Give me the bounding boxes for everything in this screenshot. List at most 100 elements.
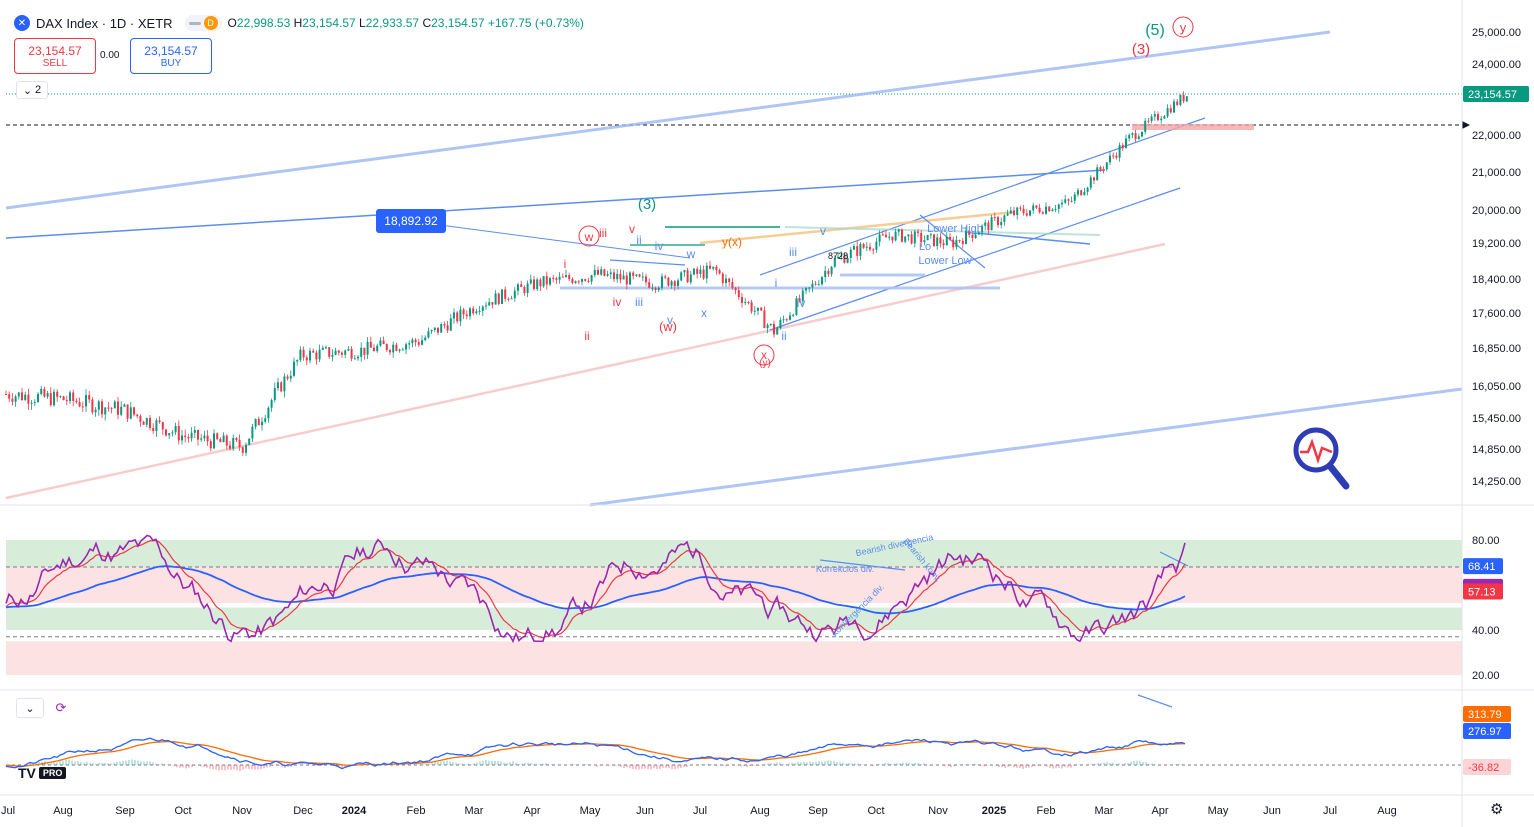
candle-body	[651, 287, 654, 289]
candle-body	[1099, 167, 1102, 170]
rsi-line	[5, 534, 1186, 644]
candle-body	[56, 391, 59, 397]
candle-body	[862, 244, 865, 248]
candle-body	[1109, 155, 1111, 163]
candle-body	[53, 391, 55, 406]
candle-body	[1070, 200, 1073, 202]
candle-body	[869, 246, 871, 250]
candle-body	[49, 393, 52, 406]
candle-body	[849, 249, 852, 258]
candle-body	[549, 277, 551, 285]
candle-body	[654, 287, 657, 290]
candle-body	[712, 266, 715, 269]
candle-body	[753, 310, 756, 312]
symbol-title[interactable]: DAX Index · 1D · XETR	[36, 15, 173, 31]
candle-body	[94, 409, 97, 413]
channel-upper	[759, 117, 1206, 276]
candle-body	[926, 235, 929, 241]
candle-body	[462, 309, 465, 315]
time-tick-label: Nov	[928, 805, 948, 817]
candle-body	[1163, 116, 1166, 119]
price-tick-label: 21,000.00	[1472, 167, 1521, 179]
candle-body	[24, 394, 27, 400]
wave-label: x	[701, 306, 707, 320]
price-tick-label: 17,600.00	[1472, 308, 1521, 320]
candle-body	[209, 441, 212, 449]
buy-button[interactable]: 23,154.57 BUY	[130, 38, 212, 74]
candle-body	[296, 360, 299, 362]
candle-body	[929, 234, 932, 236]
candle-body	[693, 268, 695, 275]
candle-body	[152, 427, 155, 432]
candle-body	[1041, 212, 1044, 214]
candle-body	[510, 298, 513, 300]
candle-body	[347, 348, 350, 351]
candle-body	[1121, 145, 1124, 149]
refresh-icon[interactable]: ⟳	[55, 700, 67, 715]
divergence-line	[1159, 551, 1189, 567]
candle-body	[971, 234, 974, 239]
candle-body	[213, 433, 215, 449]
candle-body	[910, 234, 913, 244]
time-tick-label: Aug	[750, 805, 770, 817]
candle-body	[725, 278, 727, 284]
x-icon[interactable]: ✕	[14, 15, 30, 31]
candle-body	[1025, 213, 1028, 216]
candle-body	[923, 240, 926, 243]
candle-body	[936, 237, 939, 247]
candle-body	[942, 243, 945, 246]
callout-pointer	[439, 224, 691, 259]
candle-body	[702, 269, 705, 279]
candle-body	[974, 234, 977, 239]
candle-body	[1160, 118, 1163, 121]
indicators-collapse-button[interactable]: ⌄ 2	[16, 81, 48, 99]
candle-body	[424, 337, 427, 341]
candle-body	[475, 311, 478, 314]
candle-body	[309, 350, 311, 361]
open-value: 22,998.53	[236, 16, 291, 30]
candle-body	[683, 270, 686, 273]
candle-body	[293, 361, 295, 376]
candle-body	[907, 234, 910, 237]
time-tick-label: May	[580, 805, 601, 817]
candle-body	[677, 280, 679, 286]
candle-body	[846, 257, 849, 263]
wave-label: i	[564, 257, 567, 271]
candle-body	[987, 222, 990, 231]
candle-body	[235, 438, 238, 440]
time-tick-label: Aug	[1377, 805, 1397, 817]
gear-icon[interactable]: ⚙	[1490, 801, 1504, 818]
sell-button[interactable]: 23,154.57 SELL	[14, 38, 96, 74]
magnifier-lens	[1293, 427, 1339, 473]
candle-body	[1137, 136, 1140, 140]
candle-body	[529, 279, 532, 284]
time-tick-label: Feb	[1037, 805, 1056, 817]
wave-label: iv	[797, 296, 806, 310]
candle-body	[1045, 206, 1047, 214]
timeframe-toggle[interactable]: D	[184, 15, 222, 31]
candle-body	[888, 236, 891, 238]
candle-body	[81, 406, 84, 408]
candle-body	[171, 432, 174, 434]
candle-body	[382, 340, 385, 344]
candle-body	[597, 269, 599, 275]
candle-body	[689, 274, 692, 283]
candle-body	[328, 347, 331, 357]
candle-body	[1153, 114, 1156, 117]
candle-body	[21, 392, 23, 400]
candle-body	[155, 420, 158, 432]
candle-body	[101, 401, 103, 415]
candle-body	[545, 276, 548, 285]
candle-body	[629, 272, 631, 285]
candle-body	[1057, 204, 1060, 209]
candle-body	[561, 276, 564, 278]
candle-body	[142, 421, 145, 425]
callout-box	[376, 209, 446, 233]
candle-body	[366, 341, 369, 355]
macd-last-tag	[1463, 723, 1511, 739]
pane-collapse-button[interactable]: ⌄	[16, 698, 44, 718]
logo-badge: PRO	[38, 767, 67, 779]
candle-body	[904, 236, 907, 242]
